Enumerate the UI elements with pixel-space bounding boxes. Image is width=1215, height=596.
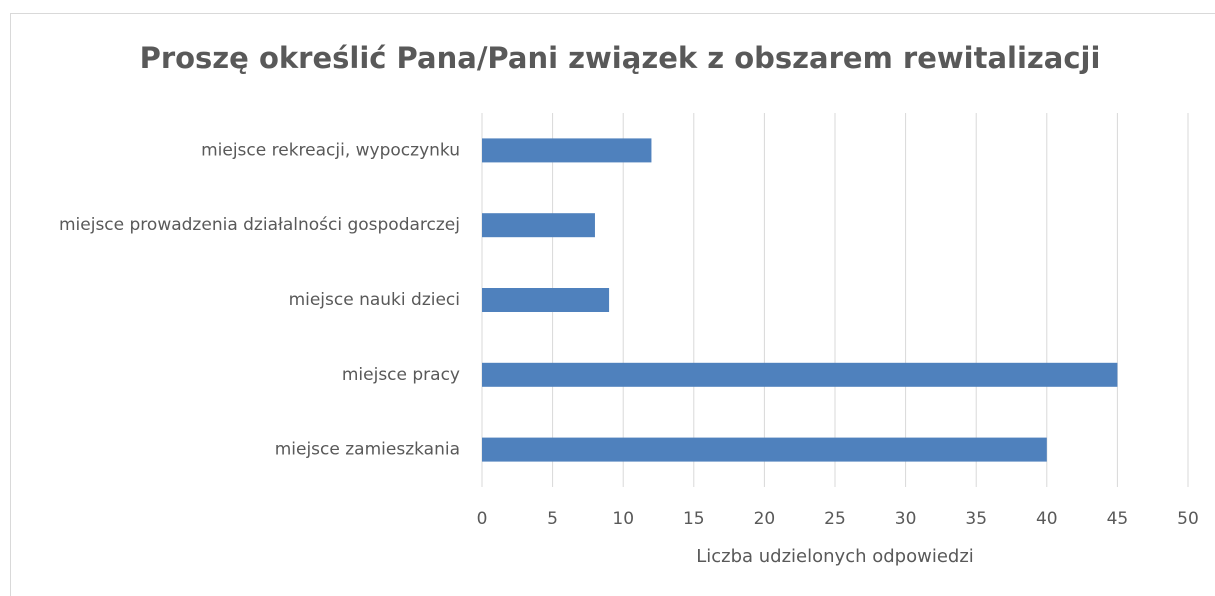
y-tick-label: miejsce prowadzenia działalności gospoda…: [59, 215, 460, 235]
y-tick-label: miejsce pracy: [342, 365, 460, 385]
bar: [482, 288, 610, 312]
y-tick-label: miejsce nauki dzieci: [289, 290, 460, 310]
x-tick-label: 40: [1036, 509, 1058, 529]
y-tick-label: miejsce zamieszkania: [275, 440, 460, 460]
chart-title: Proszę określić Pana/Pani związek z obsz…: [140, 41, 1101, 75]
x-tick-label: 0: [477, 509, 488, 529]
x-tick-label: 10: [612, 509, 634, 529]
x-tick-label: 30: [895, 509, 917, 529]
x-tick-label: 15: [683, 509, 705, 529]
bar: [482, 362, 1118, 387]
x-axis-title: Liczba udzielonych odpowiedzi: [696, 546, 974, 567]
y-tick-label: miejsce rekreacji, wypoczynku: [201, 140, 460, 160]
x-tick-label: 25: [824, 509, 846, 529]
x-tick-label: 35: [965, 509, 987, 529]
bar: [482, 138, 652, 163]
bar: [482, 213, 595, 238]
x-tick-label: 20: [754, 509, 776, 529]
x-tick-label: 5: [547, 509, 558, 529]
x-tick-label: 45: [1107, 509, 1129, 529]
chart-frame: [10, 13, 1215, 596]
bar: [482, 437, 1047, 462]
x-tick-label: 50: [1177, 509, 1199, 529]
